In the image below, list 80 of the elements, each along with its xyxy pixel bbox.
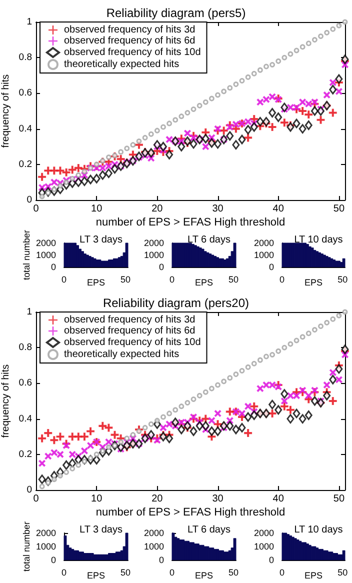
x-tick-label: 50 bbox=[333, 204, 345, 214]
chart-title: LT 10 days bbox=[294, 234, 343, 246]
legend-label: theoretically expected hits bbox=[64, 59, 180, 70]
legend-label: observed frequency of hits 3d bbox=[64, 24, 196, 36]
x-tick-label: 10 bbox=[91, 494, 103, 504]
x-axis-title: EPS bbox=[194, 570, 214, 580]
y-tick-label: 2000 bbox=[36, 238, 56, 248]
x-tick-label: 0 bbox=[279, 274, 285, 284]
x-tick-label: 0 bbox=[169, 568, 175, 578]
legend-label: theoretically expected hits bbox=[64, 349, 180, 360]
y-tick-label: 1000 bbox=[36, 250, 56, 260]
y-tick-label: 2000 bbox=[144, 238, 164, 248]
y-tick-label: 0.2 bbox=[18, 448, 32, 460]
x-tick-label: 50 bbox=[120, 568, 131, 578]
x-axis-title: number of EPS > EFAS High threshold bbox=[96, 216, 286, 228]
legend-label: observed frequency of hits 6d bbox=[64, 326, 196, 336]
x-tick-label: 40 bbox=[272, 204, 284, 214]
x-tick-label: 0 bbox=[61, 274, 67, 284]
y-tick-label: 0 bbox=[158, 262, 164, 272]
x-tick-label: 20 bbox=[152, 494, 164, 504]
y-tick-label: 0 bbox=[26, 484, 32, 496]
y-tick-label: 1 bbox=[26, 306, 32, 318]
y-tick-label: 2000 bbox=[254, 238, 274, 248]
y-tick-label: 0 bbox=[50, 555, 56, 565]
x-tick-label: 50 bbox=[338, 274, 348, 284]
y-tick-label: 2000 bbox=[254, 528, 274, 538]
y-tick-label: 0.2 bbox=[18, 158, 32, 170]
chart-title: LT 6 days bbox=[188, 524, 230, 536]
legend-label: observed frequency of hits 6d bbox=[64, 36, 196, 46]
chart-title: LT 10 days bbox=[294, 524, 343, 536]
chart-title: LT 3 days bbox=[80, 234, 122, 246]
x-axis-title: EPS bbox=[304, 570, 323, 580]
x-axis-title: EPS bbox=[86, 278, 106, 288]
y-tick-label: 1 bbox=[26, 16, 32, 28]
y-tick-label: 1000 bbox=[36, 542, 56, 552]
x-axis-title: EPS bbox=[194, 278, 214, 288]
x-tick-label: 50 bbox=[228, 568, 239, 578]
y-tick-label: 0.4 bbox=[18, 413, 32, 424]
chart-title: Reliability diagram (pers20) bbox=[102, 296, 250, 310]
x-tick-label: 30 bbox=[212, 204, 224, 214]
x-tick-label: 50 bbox=[120, 274, 131, 284]
chart-title: LT 3 days bbox=[80, 524, 122, 536]
y-tick-label: 1000 bbox=[254, 542, 274, 552]
legend-label: observed frequency of hits 3d bbox=[64, 314, 196, 326]
y-tick-label: 0.8 bbox=[18, 342, 32, 354]
x-tick-label: 10 bbox=[91, 204, 103, 214]
y-tick-label: 2000 bbox=[144, 528, 164, 538]
x-tick-label: 50 bbox=[338, 568, 348, 578]
y-tick-label: 0 bbox=[268, 555, 274, 565]
y-tick-label: 0 bbox=[26, 194, 32, 206]
x-tick-label: 0 bbox=[169, 274, 175, 284]
y-tick-label: 0.4 bbox=[18, 123, 32, 134]
y-axis-title: frequency of hits bbox=[0, 364, 12, 438]
x-axis-title: EPS bbox=[304, 278, 323, 288]
y-tick-label: 1000 bbox=[254, 250, 274, 260]
x-tick-label: 20 bbox=[152, 204, 164, 214]
legend-label: observed frequency of hits 10d bbox=[64, 337, 201, 348]
y-axis-title: total number bbox=[22, 230, 32, 280]
y-tick-label: 0 bbox=[268, 262, 274, 272]
x-axis-title: EPS bbox=[86, 570, 106, 580]
y-tick-label: 0.6 bbox=[18, 88, 32, 99]
y-tick-label: 0.8 bbox=[18, 52, 32, 64]
x-tick-label: 50 bbox=[333, 494, 345, 504]
y-tick-label: 0 bbox=[50, 262, 56, 272]
x-tick-label: 0 bbox=[279, 568, 285, 578]
x-tick-label: 0 bbox=[61, 568, 67, 578]
x-axis-title: number of EPS > EFAS High threshold bbox=[96, 506, 286, 518]
y-tick-label: 1000 bbox=[144, 250, 164, 260]
x-tick-label: 40 bbox=[272, 494, 284, 504]
y-tick-label: 0 bbox=[158, 555, 164, 565]
x-tick-label: 30 bbox=[212, 494, 224, 504]
chart-title: Reliability diagram (pers5) bbox=[106, 6, 246, 20]
chart-title: LT 6 days bbox=[188, 234, 230, 246]
y-axis-title: total number bbox=[22, 521, 32, 572]
y-axis-title: frequency of hits bbox=[0, 74, 12, 148]
y-tick-label: 0.6 bbox=[18, 378, 32, 389]
y-tick-label: 2000 bbox=[36, 528, 56, 538]
y-tick-label: 1000 bbox=[144, 542, 164, 552]
x-tick-label: 50 bbox=[228, 274, 239, 284]
legend-label: observed frequency of hits 10d bbox=[64, 47, 201, 58]
